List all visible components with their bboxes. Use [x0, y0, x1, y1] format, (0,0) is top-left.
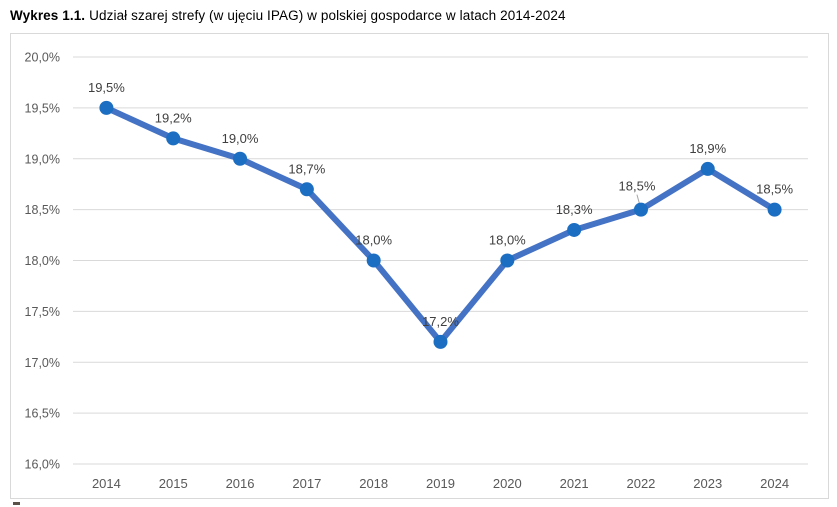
chart-title: Wykres 1.1. Udział szarej strefy (w ujęci… — [10, 8, 566, 23]
cropped-text-fragment — [13, 502, 20, 505]
chart-title-number: Wykres 1.1. — [10, 8, 86, 23]
y-axis-tick-label: 19,0% — [25, 152, 60, 166]
data-point-marker[interactable] — [366, 253, 381, 268]
y-axis-tick-label: 18,0% — [25, 254, 60, 268]
data-label: 19,5% — [88, 80, 125, 95]
chart-title-text: Udział szarej strefy (w ujęciu IPAG) w p… — [89, 8, 566, 23]
data-point-marker[interactable] — [767, 202, 782, 217]
x-axis-tick-label[interactable]: 2016 — [226, 476, 255, 491]
x-axis-tick-label[interactable]: 2014 — [92, 476, 121, 491]
x-axis-tick-label[interactable]: 2021 — [560, 476, 589, 491]
data-label: 19,0% — [222, 131, 259, 146]
data-point-marker[interactable] — [433, 334, 448, 349]
x-axis-tick-label[interactable]: 2019 — [426, 476, 455, 491]
data-point-marker[interactable] — [700, 161, 715, 176]
data-label: 18,0% — [355, 233, 392, 248]
data-label: 19,2% — [155, 110, 192, 125]
data-point-marker[interactable] — [166, 131, 181, 146]
y-axis-tick-label: 20,0% — [25, 51, 60, 65]
data-label: 17,2% — [422, 314, 459, 329]
data-label: 18,0% — [489, 233, 526, 248]
x-axis-tick-label[interactable]: 2020 — [493, 476, 522, 491]
data-point-marker[interactable] — [233, 151, 248, 166]
y-axis-tick-label: 18,5% — [25, 203, 60, 217]
y-axis-tick-label: 19,5% — [25, 101, 60, 115]
data-label: 18,5% — [619, 179, 656, 194]
x-axis-tick-label[interactable]: 2018 — [359, 476, 388, 491]
data-point-marker[interactable] — [567, 222, 582, 237]
x-axis-tick-label[interactable]: 2023 — [693, 476, 722, 491]
data-label: 18,3% — [556, 202, 593, 217]
data-point-marker[interactable] — [500, 253, 515, 268]
x-axis-tick-label[interactable]: 2017 — [292, 476, 321, 491]
x-axis-tick-label[interactable]: 2024 — [760, 476, 789, 491]
data-label: 18,7% — [288, 161, 325, 176]
y-axis-tick-label: 17,5% — [25, 305, 60, 319]
data-point-marker[interactable] — [633, 202, 648, 217]
data-point-marker[interactable] — [99, 100, 114, 115]
data-label: 18,5% — [756, 182, 793, 197]
data-label: 18,9% — [689, 141, 726, 156]
y-axis-tick-label: 16,5% — [25, 407, 60, 421]
series-line — [103, 104, 778, 345]
y-axis-tick-label: 17,0% — [25, 356, 60, 370]
x-axis-tick-label[interactable]: 2015 — [159, 476, 188, 491]
x-axis-tick-label[interactable]: 2022 — [626, 476, 655, 491]
y-axis-tick-label: 16,0% — [25, 458, 60, 472]
line-chart: 20,0% 19,5% 19,0% 18,5% 18,0% 17,5% 17,0% 16,5%… — [25, 51, 808, 491]
chart-frame: 20,0% 19,5% 19,0% 18,5% 18,0% 17,5% 17,0% 16,5%… — [10, 33, 829, 499]
data-point-marker[interactable] — [299, 182, 314, 197]
